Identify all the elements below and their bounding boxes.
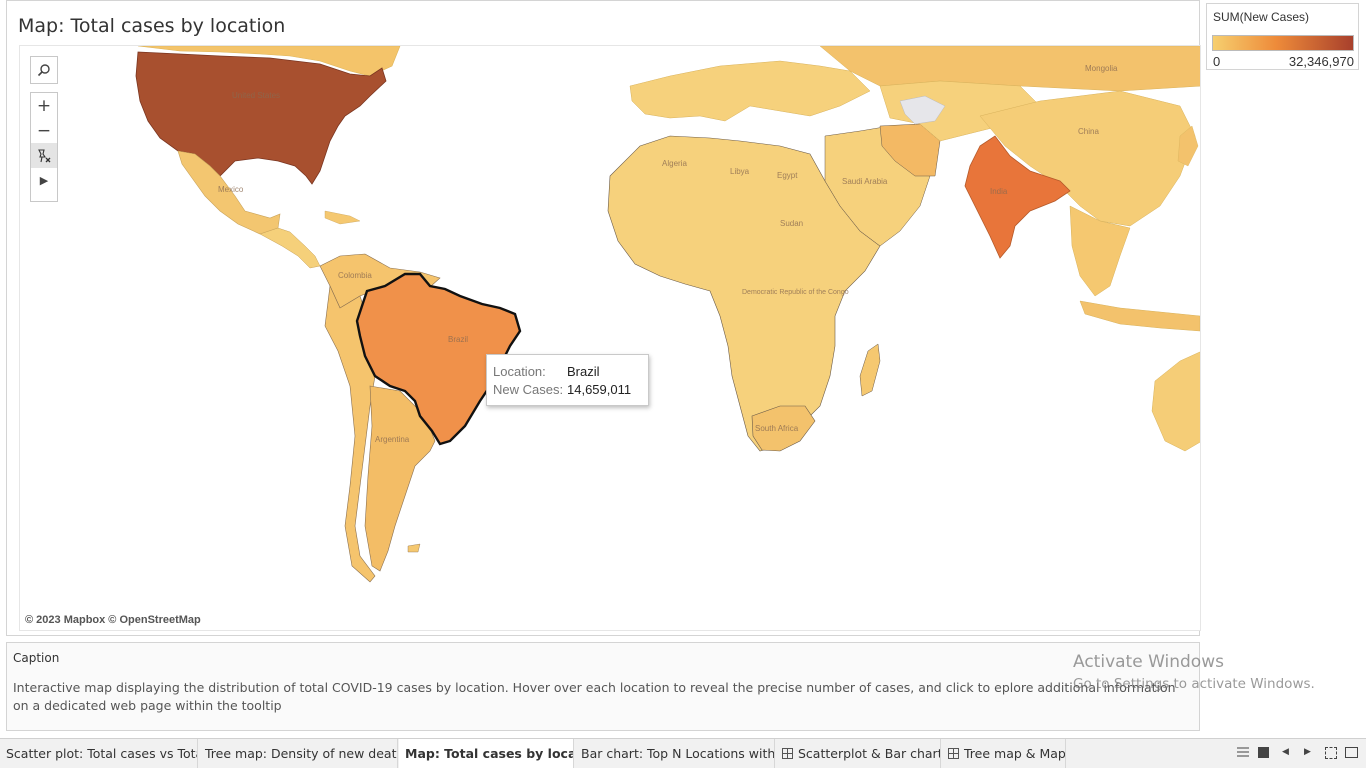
region-southeast-asia[interactable] xyxy=(1069,205,1131,297)
tooltip-cases-value: 14,659,011 xyxy=(567,382,632,397)
country-mexico[interactable] xyxy=(177,150,281,235)
map[interactable]: United States Mexico Colombia Brazil Arg… xyxy=(19,45,1201,631)
label-south-africa: South Africa xyxy=(755,424,799,433)
tooltip: Location: Brazil New Cases: 14,659,011 xyxy=(486,354,649,406)
zoom-in-button[interactable]: + xyxy=(36,95,52,116)
region-caribbean[interactable] xyxy=(324,210,361,225)
caption-panel: Caption Interactive map displaying the d… xyxy=(6,642,1200,731)
map-canvas[interactable]: United States Mexico Colombia Brazil Arg… xyxy=(20,46,1201,631)
watermark-line-2: Go to Settings to activate Windows. xyxy=(1073,676,1315,692)
legend-title: SUM(New Cases) xyxy=(1213,10,1310,24)
region-falklands[interactable] xyxy=(407,543,421,553)
tab-bar-chart[interactable]: Bar chart: Top N Locations with ... xyxy=(575,739,775,768)
region-canada[interactable] xyxy=(137,46,401,77)
tab-label: Tree map & Map xyxy=(964,746,1066,761)
country-madagascar[interactable] xyxy=(859,343,881,397)
label-brazil: Brazil xyxy=(448,335,468,344)
zoom-out-button[interactable]: − xyxy=(36,120,52,141)
expand-toolbar-button[interactable]: ▶ xyxy=(39,174,49,187)
country-china[interactable] xyxy=(979,90,1196,227)
legend-max: 32,346,970 xyxy=(1288,54,1354,69)
tab-map-total-cases[interactable]: Map: Total cases by location xyxy=(399,739,574,768)
label-libya: Libya xyxy=(730,167,750,176)
label-india: India xyxy=(990,187,1008,196)
tab-scatter-plot[interactable]: Scatter plot: Total cases vs Tota... xyxy=(0,739,198,768)
label-algeria: Algeria xyxy=(662,159,687,168)
worksheet: Map: Total cases by location xyxy=(6,0,1201,636)
legend-min: 0 xyxy=(1213,54,1221,69)
windows-activation-watermark: Activate Windows Go to Settings to activ… xyxy=(1073,652,1315,692)
region-indonesia[interactable] xyxy=(1079,300,1200,332)
tab-tree-map-and-map[interactable]: Tree map & Map xyxy=(942,739,1066,768)
region-japan[interactable] xyxy=(1177,125,1199,167)
tooltip-cases-row: New Cases: 14,659,011 xyxy=(493,382,642,400)
dashboard-icon xyxy=(782,748,793,759)
label-mexico: Mexico xyxy=(218,185,244,194)
tab-label: Scatter plot: Total cases vs Tota... xyxy=(6,746,198,761)
region-africa[interactable] xyxy=(607,135,881,452)
tab-label: Scatterplot & Bar chart xyxy=(798,746,941,761)
country-australia[interactable] xyxy=(1151,351,1201,452)
country-brazil[interactable] xyxy=(355,272,522,446)
sheet-single-icon[interactable] xyxy=(1258,747,1269,758)
tab-label: Map: Total cases by location xyxy=(405,746,574,761)
sheet-tab-bar: Scatter plot: Total cases vs Tota... Tre… xyxy=(0,738,1366,768)
previous-sheet-button[interactable]: ◀ xyxy=(1282,747,1289,757)
presentation-icon[interactable] xyxy=(1345,747,1358,758)
country-india[interactable] xyxy=(964,135,1071,259)
tab-label: Bar chart: Top N Locations with ... xyxy=(581,746,775,761)
worksheet-title: Map: Total cases by location xyxy=(18,15,286,37)
pin-reset-icon[interactable] xyxy=(31,143,57,168)
label-dr-congo: Democratic Republic of the Congo xyxy=(742,289,849,296)
map-attribution[interactable]: © 2023 Mapbox © OpenStreetMap xyxy=(25,614,201,626)
map-search-tool[interactable] xyxy=(30,56,58,84)
fit-icon[interactable] xyxy=(1325,747,1337,759)
country-south-africa[interactable] xyxy=(751,405,816,452)
label-mongolia: Mongolia xyxy=(1085,64,1118,73)
caption-title: Caption xyxy=(13,651,60,665)
dashboard-icon xyxy=(948,748,959,759)
tab-tree-map[interactable]: Tree map: Density of new death... xyxy=(199,739,398,768)
label-china: China xyxy=(1078,127,1099,136)
label-sudan: Sudan xyxy=(780,219,803,228)
tab-scatterplot-bar-chart[interactable]: Scatterplot & Bar chart xyxy=(776,739,941,768)
region-central-america[interactable] xyxy=(259,227,321,269)
next-sheet-button[interactable]: ▶ xyxy=(1304,747,1311,757)
region-caucasus[interactable] xyxy=(899,95,946,125)
tooltip-cases-label: New Cases: xyxy=(493,382,564,397)
map-toolbar: + − ▶ xyxy=(30,92,58,202)
tab-label: Tree map: Density of new death... xyxy=(205,746,398,761)
label-colombia: Colombia xyxy=(338,271,372,280)
color-legend[interactable]: SUM(New Cases) 0 32,346,970 xyxy=(1206,3,1359,70)
tooltip-location-label: Location: xyxy=(493,364,546,379)
watermark-line-1: Activate Windows xyxy=(1073,652,1224,672)
caption-text: Interactive map displaying the distribut… xyxy=(13,680,1176,713)
magnifier-icon[interactable] xyxy=(31,57,57,82)
region-europe[interactable] xyxy=(629,60,871,122)
label-united-states: United States xyxy=(232,91,280,100)
tooltip-location-row: Location: Brazil xyxy=(493,364,642,382)
label-argentina: Argentina xyxy=(375,435,410,444)
sheet-grid-icon[interactable] xyxy=(1237,747,1249,757)
region-russia-west[interactable] xyxy=(819,46,1201,92)
label-saudi-arabia: Saudi Arabia xyxy=(842,177,888,186)
tooltip-location-value: Brazil xyxy=(567,364,600,379)
label-egypt: Egypt xyxy=(777,171,798,180)
legend-gradient xyxy=(1212,35,1354,51)
country-united-states[interactable] xyxy=(135,51,387,185)
